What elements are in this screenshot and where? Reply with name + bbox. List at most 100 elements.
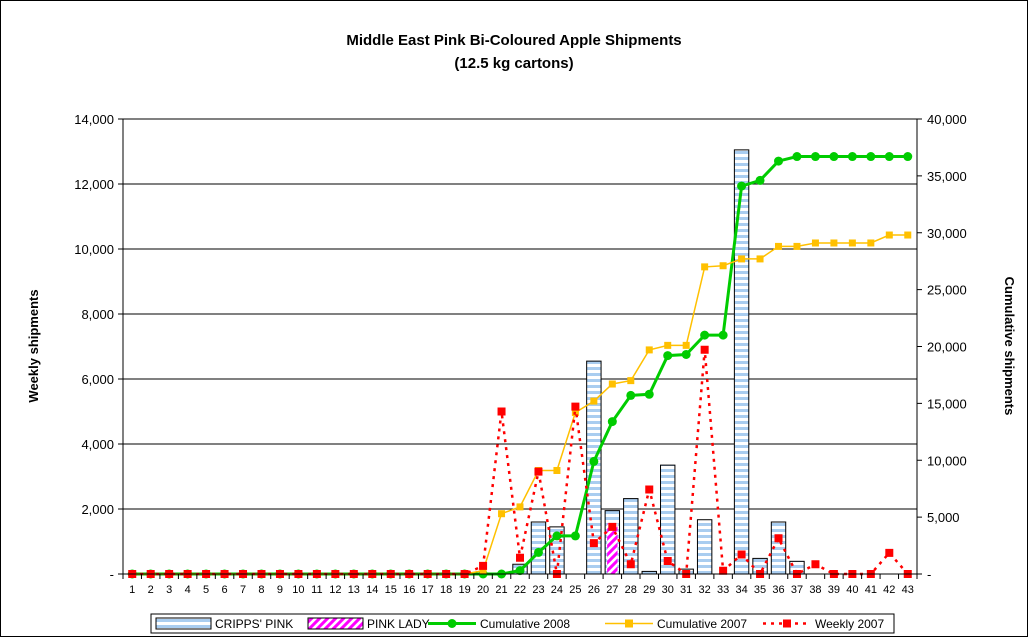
x-tick-label: 27 xyxy=(606,584,618,596)
grid-lines xyxy=(123,118,917,510)
point-cumulative-2008 xyxy=(515,566,525,576)
x-tick-label: 18 xyxy=(440,584,452,596)
legend-marker-weekly-2007 xyxy=(783,619,791,628)
y2-tick-label: 15,000 xyxy=(927,396,967,411)
point-weekly-2007 xyxy=(534,467,543,476)
x-tick-label: 36 xyxy=(772,584,784,596)
point-cumulative-2008 xyxy=(847,152,857,162)
point-weekly-2007 xyxy=(516,553,524,562)
point-cumulative-2007 xyxy=(553,466,561,474)
x-tick-label: 39 xyxy=(828,584,840,596)
chart-subtitle: (12.5 kg cartons) xyxy=(454,55,573,72)
x-tick-label: 12 xyxy=(329,584,341,596)
x-tick-label: 25 xyxy=(569,584,581,596)
y2-axis-title: Cumulative shipments xyxy=(1002,277,1017,416)
x-tick-label: 43 xyxy=(902,584,914,596)
x-tick-label: 41 xyxy=(865,584,877,596)
legend-label-pink-lady: PINK LADY xyxy=(367,617,430,631)
x-tick-label: 9 xyxy=(277,584,283,596)
point-cumulative-2007 xyxy=(719,262,727,270)
y2-tick-label: 40,000 xyxy=(927,112,967,127)
point-weekly-2007 xyxy=(737,550,746,559)
point-cumulative-2008 xyxy=(681,349,691,359)
legend-label-cumulative-2007: Cumulative 2007 xyxy=(657,617,747,631)
y-tick-label: 6,000 xyxy=(81,372,114,387)
point-cumulative-2008 xyxy=(700,330,710,340)
point-weekly-2007 xyxy=(719,566,728,575)
x-tick-label: 17 xyxy=(422,584,434,596)
y-tick-label: 2,000 xyxy=(81,502,114,517)
point-cumulative-2008 xyxy=(607,417,617,427)
y2-tick-label: 30,000 xyxy=(927,226,967,241)
legend: CRIPPS' PINK PINK LADY Cumulative 2008 Cumu… xyxy=(150,613,895,634)
point-cumulative-2007 xyxy=(479,567,487,575)
x-tick-label: 14 xyxy=(366,584,378,596)
line-weekly-2007 xyxy=(132,349,909,577)
legend-label-weekly-2007: Weekly 2007 xyxy=(815,617,884,631)
point-cumulative-2008 xyxy=(866,152,876,162)
x-tick-label: 37 xyxy=(791,584,803,596)
line-cumulative-2008 xyxy=(132,155,908,576)
x-tick-label: 8 xyxy=(258,584,264,596)
point-cumulative-2008 xyxy=(589,456,599,466)
x-tick-label: 42 xyxy=(883,584,895,596)
point-weekly-2007 xyxy=(497,407,506,416)
axes: - 2,000 4,000 6,000 8,000 10,000 12,000 14,000 -… xyxy=(74,112,967,596)
point-cumulative-2007 xyxy=(701,263,709,271)
x-tick-label: 33 xyxy=(717,584,729,596)
x-tick-label: 10 xyxy=(292,584,304,596)
y-tick-label: - xyxy=(110,567,114,582)
bar-cripps-pink xyxy=(696,519,713,575)
legend-swatch-cripps-pink xyxy=(155,617,212,630)
y-tick-label: 8,000 xyxy=(81,307,114,322)
point-weekly-2007 xyxy=(885,548,894,557)
point-cumulative-2007 xyxy=(590,397,598,405)
x-tick-label: 30 xyxy=(662,584,674,596)
y-tick-label: 12,000 xyxy=(74,177,114,192)
x-tick-label: 4 xyxy=(185,584,191,596)
point-cumulative-2007 xyxy=(645,346,653,354)
x-tick-label: 3 xyxy=(166,584,172,596)
point-cumulative-2007 xyxy=(738,255,746,263)
legend-label-cumulative-2008: Cumulative 2008 xyxy=(480,617,570,631)
line-cumulative-2007 xyxy=(132,234,908,575)
point-cumulative-2008 xyxy=(792,152,802,162)
point-cumulative-2007 xyxy=(682,341,690,349)
point-weekly-2007 xyxy=(700,345,709,354)
x-tick-label: 35 xyxy=(754,584,766,596)
point-cumulative-2008 xyxy=(663,351,673,361)
point-cumulative-2008 xyxy=(903,152,913,162)
point-weekly-2007 xyxy=(479,561,488,570)
point-cumulative-2007 xyxy=(608,380,616,388)
point-cumulative-2007 xyxy=(830,239,838,247)
point-cumulative-2008 xyxy=(626,390,636,400)
point-cumulative-2008 xyxy=(533,547,543,557)
y2-tick-label: - xyxy=(927,567,931,582)
x-tick-label: 2 xyxy=(148,584,154,596)
point-cumulative-2008 xyxy=(737,181,747,191)
x-tick-label: 40 xyxy=(846,584,858,596)
y2-tick-label: 20,000 xyxy=(927,340,967,355)
point-weekly-2007 xyxy=(608,522,617,531)
x-tick-label: 7 xyxy=(240,584,246,596)
point-cumulative-2007 xyxy=(498,510,506,518)
point-weekly-2007 xyxy=(774,534,783,543)
x-tick-label: 22 xyxy=(514,584,526,596)
lines xyxy=(127,152,913,579)
point-cumulative-2007 xyxy=(848,239,856,247)
y-axis-title: Weekly shipments xyxy=(26,289,41,402)
x-tick-label: 20 xyxy=(477,584,489,596)
x-tick-label: 19 xyxy=(458,584,470,596)
point-weekly-2007 xyxy=(645,485,654,494)
point-cumulative-2008 xyxy=(644,389,654,399)
point-cumulative-2007 xyxy=(904,231,912,239)
point-weekly-2007 xyxy=(811,560,820,569)
x-tick-label: 34 xyxy=(735,584,747,596)
x-tick-label: 29 xyxy=(643,584,655,596)
point-cumulative-2007 xyxy=(516,503,524,511)
point-cumulative-2007 xyxy=(793,242,801,250)
y2-tick-label: 35,000 xyxy=(927,169,967,184)
point-cumulative-2007 xyxy=(756,255,764,263)
point-weekly-2007 xyxy=(589,539,598,548)
